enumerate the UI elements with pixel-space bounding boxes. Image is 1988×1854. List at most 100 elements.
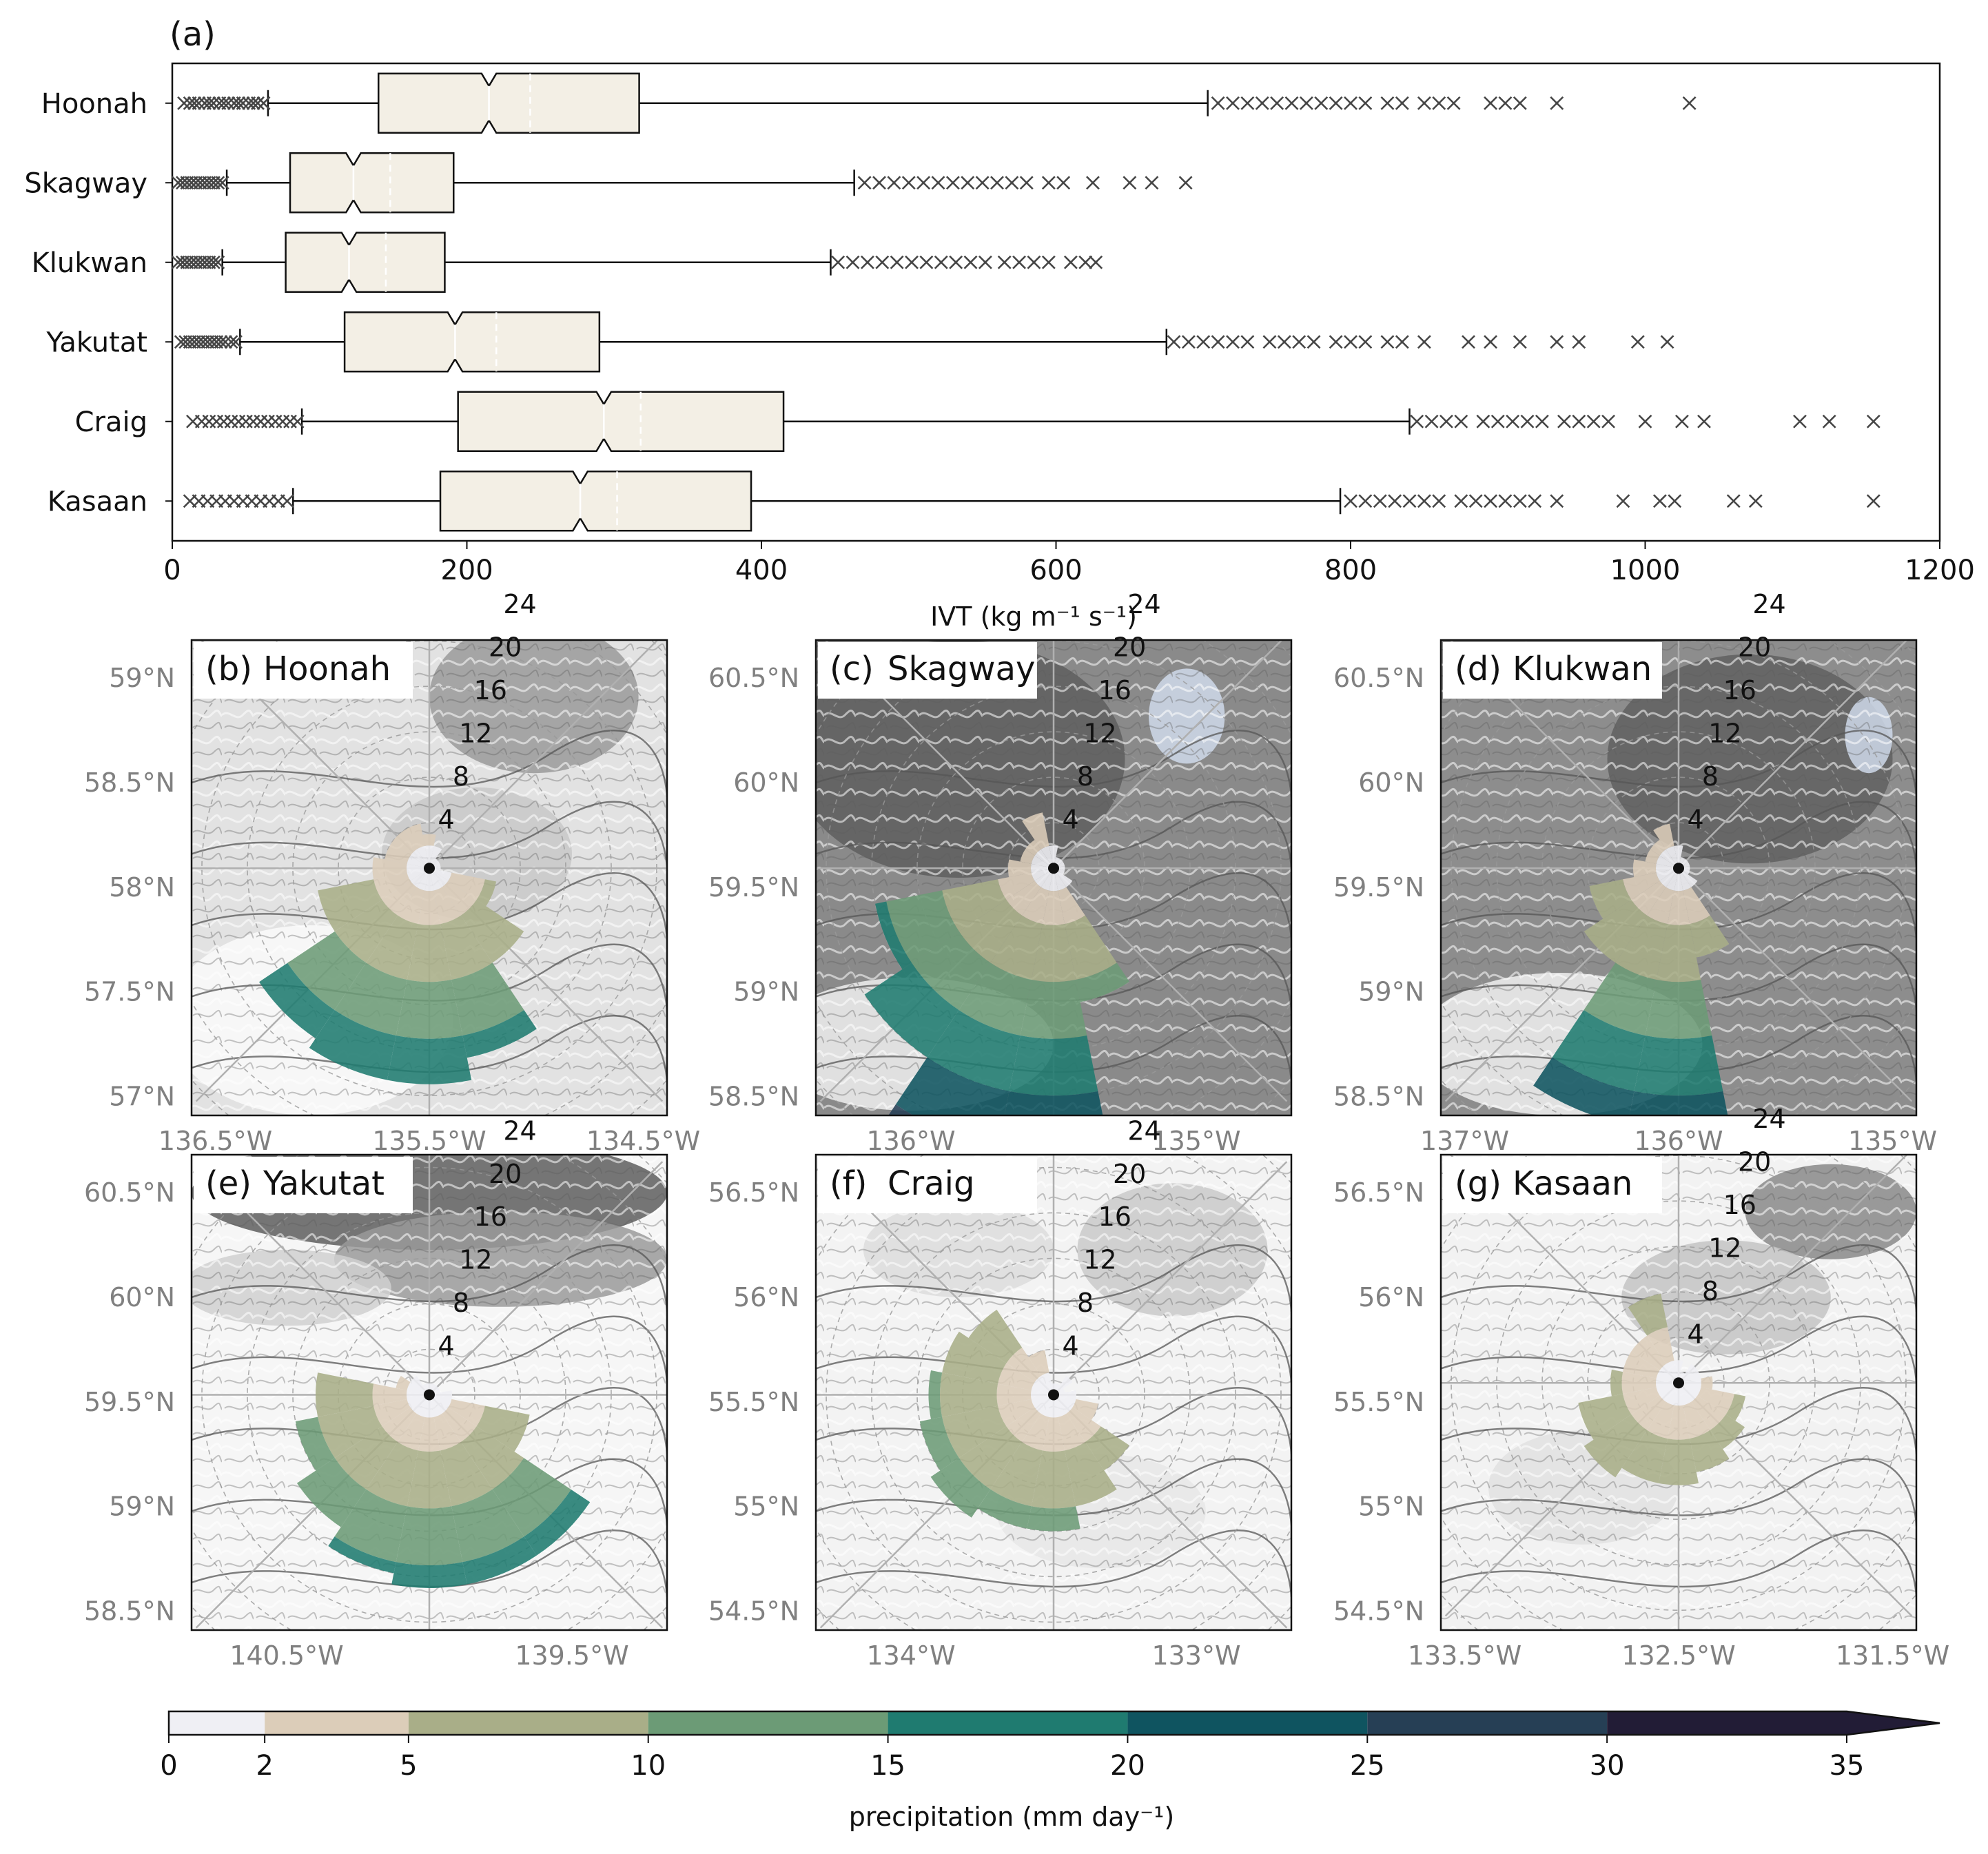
panel-label: (a) bbox=[170, 15, 216, 54]
rose-segment bbox=[1656, 863, 1679, 873]
outlier-marker bbox=[975, 176, 990, 190]
rose-segment bbox=[424, 845, 434, 869]
outlier-marker bbox=[1380, 96, 1395, 110]
rose-segment bbox=[1072, 1399, 1098, 1421]
coastline bbox=[816, 1015, 1291, 1083]
ring-label: 20 bbox=[489, 632, 522, 663]
ring-label: 20 bbox=[1113, 632, 1146, 663]
rose-segment bbox=[462, 1536, 537, 1585]
outlier-marker bbox=[1866, 414, 1881, 429]
rose-segment bbox=[334, 1426, 398, 1490]
outliers bbox=[171, 255, 1103, 269]
ring-label: 12 bbox=[1083, 718, 1116, 748]
colorbar-segment bbox=[1127, 1711, 1368, 1735]
lat-tick-label: 60°N bbox=[733, 768, 799, 798]
rose-segment bbox=[1629, 1091, 1728, 1115]
rose-segment bbox=[1054, 868, 1073, 887]
notched-box bbox=[285, 231, 446, 293]
rose-segment bbox=[429, 865, 441, 871]
x-tick-label: 400 bbox=[735, 555, 788, 586]
rose-segment bbox=[429, 1394, 449, 1414]
box-row-skagway: Skagway bbox=[24, 152, 1193, 214]
lon-tick-label: 136.5°W bbox=[158, 1126, 272, 1156]
rose-segment bbox=[1656, 1378, 1679, 1388]
rose-segment bbox=[1659, 1439, 1699, 1485]
rose-segment bbox=[1022, 812, 1049, 849]
outlier-marker bbox=[1630, 335, 1645, 349]
rose-segment bbox=[998, 1399, 1035, 1427]
map-content bbox=[1441, 1155, 1916, 1630]
lon-tick-label: 132.5°W bbox=[1621, 1640, 1735, 1671]
map-panel-kasaan: 4 8 12 16 20 24 (g) Kasaan 56.5°N 56°N 55.5°N 55°N 5… bbox=[1333, 1104, 1949, 1671]
ring-label: 4 bbox=[1688, 804, 1704, 834]
boxplot-panel: (a) Hoonah Skagway Klukwan Yakutat Craig Kasaa… bbox=[24, 15, 1975, 632]
rose-segment bbox=[990, 1442, 1043, 1507]
rose-segment bbox=[1623, 1387, 1660, 1415]
map-frame bbox=[190, 639, 668, 1117]
rose-segment bbox=[930, 1458, 991, 1518]
lon-tick-label: 135.5°W bbox=[372, 1126, 486, 1156]
lat-tick-label: 56.5°N bbox=[1333, 1177, 1424, 1208]
category-label: Klukwan bbox=[32, 247, 147, 279]
ring-label: 24 bbox=[1127, 589, 1160, 619]
site-marker bbox=[1048, 863, 1059, 874]
outlier-marker bbox=[1506, 414, 1520, 429]
map-panel-craig: 4 8 12 16 20 24 (f) Craig 56.5°N 56°N 55.5°N 55°N 54… bbox=[708, 1115, 1293, 1671]
site-marker bbox=[424, 1389, 435, 1401]
rose-segment bbox=[460, 1426, 524, 1490]
rose-segment bbox=[919, 1417, 959, 1471]
map-content bbox=[816, 1155, 1291, 1630]
rose-segment bbox=[942, 1405, 1007, 1459]
outlier-marker bbox=[963, 255, 978, 269]
rose-segment bbox=[942, 1331, 1007, 1384]
lat-tick-label: 59°N bbox=[109, 1492, 175, 1522]
rose-segment bbox=[429, 1390, 452, 1399]
rose-segment bbox=[1025, 840, 1041, 856]
outlier-marker bbox=[1557, 414, 1571, 429]
outlier-marker bbox=[831, 255, 846, 269]
rose-segment bbox=[440, 915, 493, 980]
rose-segment bbox=[1031, 1382, 1054, 1395]
ring-label: 24 bbox=[1752, 1104, 1785, 1134]
outlier-marker bbox=[1572, 414, 1586, 429]
outlier-marker bbox=[1432, 494, 1446, 508]
box-row-klukwan: Klukwan bbox=[32, 231, 1103, 293]
rose-segment bbox=[309, 1009, 396, 1080]
outlier-marker bbox=[1616, 494, 1630, 508]
rose-segment bbox=[1679, 868, 1698, 887]
rose-segment bbox=[398, 887, 425, 925]
precip-rose bbox=[919, 1309, 1129, 1532]
outlier-marker bbox=[206, 96, 221, 110]
rose-segment bbox=[1656, 868, 1679, 881]
rose-segment bbox=[429, 1394, 452, 1408]
rose-segment bbox=[476, 879, 497, 907]
lon-tick-label: 135°W bbox=[1151, 1126, 1240, 1156]
lat-tick-label: 58.5°N bbox=[84, 768, 175, 798]
rose-segment bbox=[1031, 868, 1054, 881]
rose-segment bbox=[318, 879, 382, 931]
lat-tick-label: 54.5°N bbox=[708, 1596, 799, 1626]
rose-segment bbox=[1006, 880, 1041, 916]
rose-segment bbox=[1041, 1394, 1054, 1417]
notched-box bbox=[457, 391, 785, 452]
rose-segment bbox=[366, 1442, 418, 1507]
outlier-marker bbox=[1358, 96, 1373, 110]
rose-segment bbox=[1054, 1394, 1067, 1417]
outlier-marker bbox=[890, 255, 904, 269]
outlier-marker bbox=[216, 96, 231, 110]
lat-tick-label: 55°N bbox=[733, 1492, 799, 1522]
notched-box bbox=[343, 311, 601, 373]
rose-segment bbox=[1076, 962, 1130, 1002]
coastline bbox=[1441, 730, 1916, 798]
rose-segment bbox=[396, 980, 463, 1039]
coastline bbox=[816, 1315, 1291, 1383]
rose-segment bbox=[492, 1458, 571, 1537]
lat-tick-label: 59.5°N bbox=[708, 872, 799, 903]
outlier-marker bbox=[1484, 335, 1497, 349]
outlier-marker bbox=[1145, 176, 1159, 190]
rose-segment bbox=[410, 1376, 429, 1395]
rose-segment bbox=[1031, 1450, 1076, 1509]
rose-segment bbox=[1653, 823, 1674, 849]
outlier-marker bbox=[949, 255, 963, 269]
rose-segment bbox=[1058, 1413, 1085, 1451]
